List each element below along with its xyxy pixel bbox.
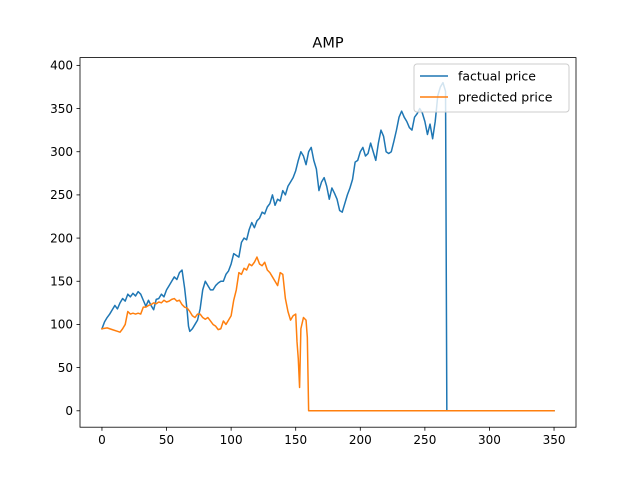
- y-tick-label: 300: [50, 145, 73, 159]
- series-line-1: [100, 81, 555, 412]
- x-tick-label: 150: [284, 433, 307, 447]
- series-layer: [100, 81, 555, 412]
- plot-frame: [79, 57, 577, 428]
- y-tick-label: 0: [65, 404, 73, 418]
- chart-title: AMP: [312, 36, 343, 52]
- y-tick-label: 50: [58, 361, 73, 375]
- series-line-2: [101, 256, 555, 412]
- y-tick-label: 150: [50, 275, 73, 289]
- y-tick-label: 400: [50, 59, 73, 73]
- x-tick-label: 0: [98, 433, 106, 447]
- legend-label-2: predicted price: [458, 90, 553, 105]
- y-tick-label: 350: [50, 102, 73, 116]
- legend-label-1: factual price: [458, 69, 536, 84]
- ticks-layer: 0 50 100 150 200 250 300 350 0 50 100 150 200 250 300 3…: [50, 59, 565, 448]
- x-tick-label: 250: [413, 433, 436, 447]
- y-tick-label: 100: [50, 318, 73, 332]
- x-tick-label: 50: [159, 433, 174, 447]
- x-tick-label: 100: [220, 433, 243, 447]
- legend-box: [413, 63, 570, 113]
- x-tick-label: 300: [478, 433, 501, 447]
- x-tick-label: 200: [349, 433, 372, 447]
- y-tick-label: 200: [50, 231, 73, 245]
- x-tick-label: 350: [543, 433, 566, 447]
- y-tick-label: 250: [50, 188, 73, 202]
- legend: factual price predicted price: [413, 63, 570, 113]
